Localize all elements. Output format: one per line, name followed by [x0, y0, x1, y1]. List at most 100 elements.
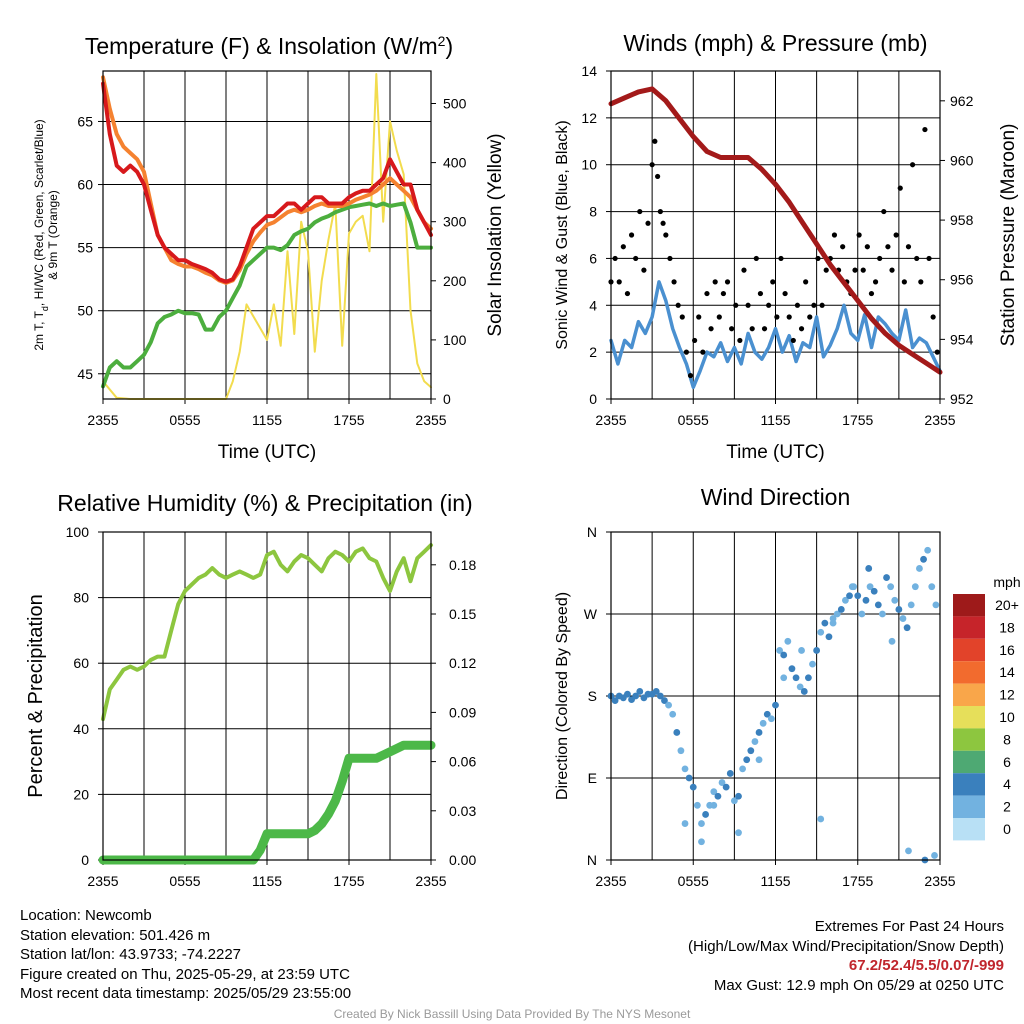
gust-point: [819, 302, 825, 308]
x-tick-label: 2355: [415, 873, 446, 889]
y-tick-label: 8: [589, 204, 597, 220]
gust-point: [922, 126, 928, 133]
x-tick-label: 2355: [924, 412, 955, 428]
direction-point: [907, 601, 915, 609]
colorbar-unit: mph: [993, 574, 1020, 590]
y2-tick-label: 300: [443, 214, 467, 230]
colorbar-swatch: [953, 616, 985, 639]
gust-point: [687, 372, 694, 379]
gust-point: [628, 232, 635, 238]
direction-point: [611, 697, 619, 704]
direction-point: [710, 801, 718, 809]
y-tick-label: 40: [73, 721, 89, 737]
direction-point: [702, 811, 709, 818]
gust-point: [720, 290, 727, 297]
direction-point: [665, 701, 672, 709]
gust-point: [620, 244, 626, 250]
y-label-part: , HI/WC (Red, Green, Scarlet/Blue): [32, 119, 46, 306]
gust-point: [868, 290, 875, 297]
y-tick-label: W: [584, 606, 598, 622]
colorbar-swatch: [953, 728, 985, 751]
direction-point: [800, 688, 808, 695]
extremes-subtitle: (High/Low/Max Wind/Precipitation/Snow De…: [688, 937, 1004, 955]
y-tick-label: 14: [581, 63, 597, 79]
direction-point: [932, 601, 940, 609]
title-superscript: 2: [438, 33, 446, 49]
direction-point: [624, 690, 631, 698]
y-tick-label: 50: [77, 303, 93, 319]
gust-point: [712, 279, 718, 285]
direction-point: [809, 660, 816, 668]
direction-point: [735, 829, 742, 837]
colorbar-label: 0: [1003, 821, 1011, 837]
gust-point: [696, 314, 702, 320]
x-tick-label: 0555: [678, 412, 709, 428]
wind-line: [609, 280, 942, 390]
y2-tick-label: 954: [950, 331, 974, 347]
direction-point: [931, 852, 938, 859]
y-axis-label: Direction (Colored By Speed): [554, 592, 571, 800]
direction-point: [916, 565, 923, 572]
gust-point: [741, 267, 747, 273]
y-tick-label: E: [588, 770, 597, 786]
direction-point: [763, 710, 771, 718]
y2-tick-label: 500: [443, 96, 467, 112]
gust-point: [757, 290, 764, 297]
x-tick-label: 1755: [842, 873, 873, 889]
y-tick-label: 100: [66, 524, 90, 540]
gust-point: [683, 349, 689, 355]
direction-point: [735, 792, 742, 800]
direction-point: [891, 596, 899, 604]
direction-point: [813, 647, 821, 654]
direction-point: [848, 583, 856, 591]
colorbar-label: 20+: [995, 597, 1019, 613]
y2-tick-label: 200: [443, 273, 467, 289]
direction-point: [718, 779, 726, 786]
direction-point: [714, 792, 722, 800]
y-tick-label: 60: [73, 655, 89, 671]
y-tick-label: 60: [77, 177, 93, 193]
gust-point: [803, 279, 809, 285]
direction-point: [656, 692, 664, 700]
direction-point: [866, 583, 874, 591]
y-tick-label: 4: [589, 297, 597, 313]
y2-tick-label: 0.18: [449, 557, 476, 573]
y2-tick-label: 0.09: [449, 704, 476, 720]
y2-tick-label: 0.15: [449, 606, 476, 622]
gust-point: [637, 208, 643, 215]
gust-point: [679, 314, 685, 320]
direction-point: [780, 651, 788, 659]
gust-point: [778, 255, 784, 262]
direction-point: [817, 628, 825, 636]
y-label-part: 2m T, T: [32, 310, 46, 350]
credit-text: Created By Nick Bassill Using Data Provi…: [333, 1007, 691, 1021]
x-tick-label: 2355: [595, 412, 626, 428]
gust-point: [840, 244, 846, 250]
gust-point: [905, 244, 912, 250]
y-tick-label: 20: [73, 786, 89, 802]
direction-point: [798, 647, 805, 654]
gust-point: [633, 255, 639, 262]
speed-colorbar: mph 20+ 18 16 14 12 10 8 6 4 2 0: [953, 574, 1021, 841]
direction-point: [784, 637, 792, 645]
x-axis-label: Time (UTC): [218, 442, 317, 463]
direction-point: [895, 606, 903, 613]
direction-point: [685, 774, 693, 782]
x-tick-label: 2355: [595, 873, 626, 889]
gust-point: [901, 279, 907, 285]
y-tick-label: 0: [589, 391, 597, 407]
series-line: [101, 81, 433, 284]
gust-point: [753, 255, 759, 262]
x-tick-label: 2355: [924, 873, 955, 889]
colorbar-swatch: [953, 683, 985, 706]
plot-frame: [610, 531, 941, 861]
y-tick-label: 65: [77, 113, 93, 129]
gust-point: [708, 326, 714, 332]
gust-point: [657, 208, 663, 215]
gust-point: [612, 255, 618, 262]
gust-point: [930, 314, 936, 320]
direction-point: [788, 665, 796, 673]
gust-point: [860, 267, 866, 273]
direction-point: [862, 596, 870, 604]
x-tick-label: 0555: [169, 412, 200, 428]
